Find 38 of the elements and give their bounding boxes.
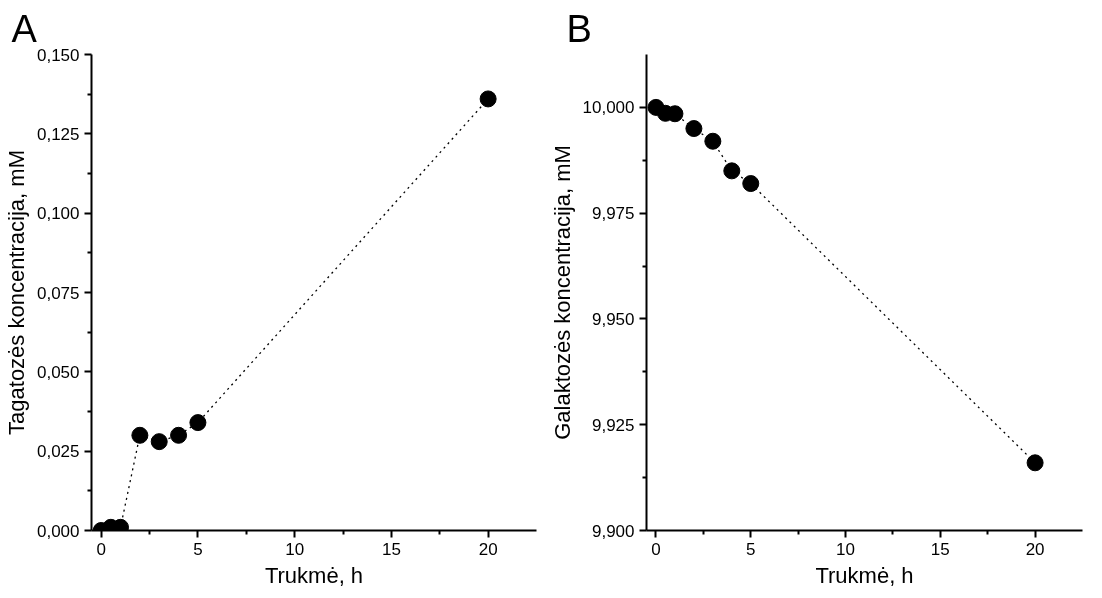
- y-axis-title: Galaktozės koncentracija, mM: [549, 145, 575, 440]
- point: [189, 414, 207, 432]
- y-tick-label: 9,950: [591, 309, 635, 329]
- x-axis-title: Trukmė, h: [815, 562, 914, 588]
- x-tick-label: 5: [193, 539, 203, 559]
- x-tick-label: 0: [96, 539, 106, 559]
- point: [704, 132, 722, 150]
- x-tick-label: 15: [930, 539, 950, 559]
- x-tick-label: 20: [478, 539, 498, 559]
- y-tick-label: 10,000: [582, 98, 635, 118]
- point: [723, 162, 741, 180]
- y-tick-label: 0,125: [36, 124, 80, 144]
- y-tick-label: 0,150: [36, 45, 80, 65]
- x-tick-label: 10: [836, 539, 856, 559]
- point: [170, 426, 188, 444]
- y-tick-label: 0,075: [36, 283, 80, 303]
- x-tick-label: 10: [285, 539, 305, 559]
- point: [685, 120, 703, 138]
- x-tick-label: 20: [1025, 539, 1045, 559]
- x-tick-label: 15: [381, 539, 401, 559]
- x-axis-title: Trukmė, h: [264, 562, 364, 588]
- point: [742, 175, 760, 193]
- text: A: [11, 7, 38, 50]
- y-tick-label: 0,050: [36, 362, 80, 382]
- x-tick-label: 0: [651, 539, 661, 559]
- y-tick-label: 0,025: [36, 442, 80, 462]
- x-tick-label: 5: [746, 539, 756, 559]
- y-tick-label: 9,925: [591, 415, 635, 435]
- y-tick-label: 9,975: [591, 204, 635, 224]
- y-axis-title: Tagatozės koncentracija, mM: [3, 150, 29, 435]
- point: [150, 433, 168, 451]
- y-tick-label: 0,000: [36, 521, 80, 541]
- text: B: [566, 7, 592, 50]
- y-tick-label: 9,900: [591, 521, 635, 541]
- y-tick-label: 0,100: [36, 204, 80, 224]
- point: [131, 426, 149, 444]
- point: [479, 90, 497, 108]
- point: [1026, 454, 1044, 472]
